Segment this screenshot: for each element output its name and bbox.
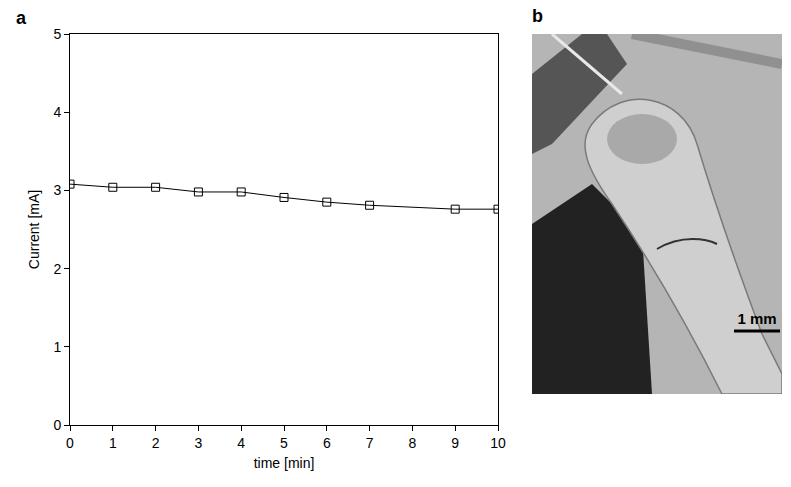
html-text:b: b [532, 6, 543, 26]
svg-text:Current [mA]: Current [mA] [26, 190, 42, 269]
svg-text:8: 8 [409, 435, 417, 451]
svg-text:3: 3 [53, 182, 61, 198]
svg-text:5: 5 [280, 435, 288, 451]
svg-text:9: 9 [451, 435, 459, 451]
svg-text:0: 0 [66, 435, 74, 451]
svg-text:1: 1 [109, 435, 117, 451]
svg-text:1: 1 [53, 339, 61, 355]
svg-text:6: 6 [323, 435, 331, 451]
svg-text:3: 3 [195, 435, 203, 451]
svg-text:a: a [16, 8, 27, 28]
svg-text:4: 4 [237, 435, 245, 451]
svg-text:7: 7 [366, 435, 374, 451]
svg-text:4: 4 [53, 104, 61, 120]
svg-text:10: 10 [490, 435, 506, 451]
svg-text:2: 2 [53, 261, 61, 277]
svg-text:2: 2 [152, 435, 160, 451]
svg-text:0: 0 [53, 417, 61, 433]
svg-text:time [min]: time [min] [254, 455, 315, 471]
svg-text:1 mm: 1 mm [737, 310, 776, 327]
svg-text:5: 5 [53, 26, 61, 42]
